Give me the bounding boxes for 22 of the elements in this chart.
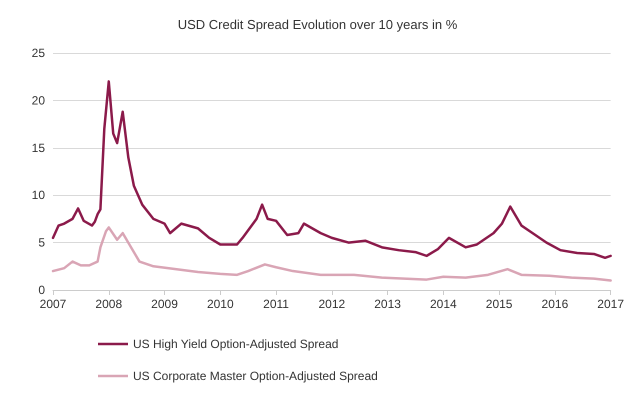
y-tick-label: 10 [32, 188, 46, 202]
y-tick-label: 5 [38, 236, 46, 250]
x-tick-label: 2011 [263, 297, 290, 311]
x-tick-label: 2015 [486, 297, 513, 311]
x-tick-label: 2016 [542, 297, 569, 311]
y-tick-label: 25 [32, 46, 46, 60]
legend-label: US Corporate Master Option-Adjusted Spread [133, 369, 378, 383]
x-tick-label: 2013 [374, 297, 402, 311]
x-tick-label: 2009 [151, 297, 178, 311]
chart-title: USD Credit Spread Evolution over 10 years in % [178, 17, 458, 32]
y-tick-label: 15 [32, 140, 46, 155]
line-series [52, 80, 612, 260]
x-tick-label: 2007 [40, 297, 67, 311]
x-tick-label: 2017 [597, 297, 624, 311]
x-tick-label: 2014 [430, 297, 458, 311]
x-tick-label: 2012 [318, 297, 346, 311]
x-tick-label: 2010 [206, 297, 234, 311]
y-tick-label: 20 [32, 93, 46, 108]
legend-label: US High Yield Option-Adjusted Spread [133, 337, 338, 351]
line-series [52, 226, 612, 282]
x-tick-label: 2008 [95, 297, 122, 311]
y-tick-label: 0 [38, 283, 46, 297]
